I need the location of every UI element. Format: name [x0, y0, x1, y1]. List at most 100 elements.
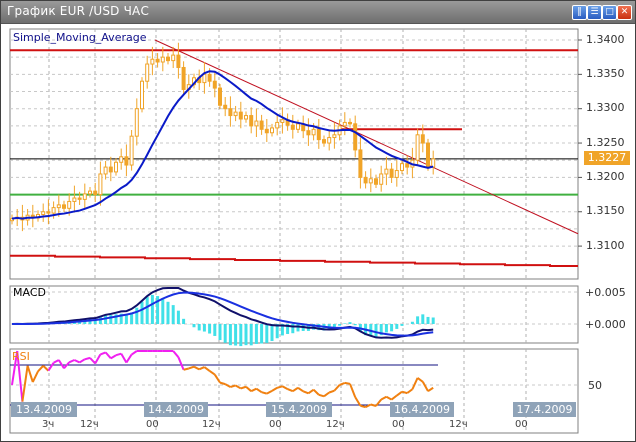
- rsi-segment: [125, 353, 133, 364]
- trendline: [154, 39, 579, 235]
- rsi-segment: [375, 398, 382, 407]
- price-tick: 1.3350: [586, 67, 625, 80]
- date-label: 14.4.2009: [144, 402, 208, 417]
- candle-body: [389, 168, 394, 178]
- candle-body: [51, 207, 56, 214]
- candle-body: [384, 168, 389, 175]
- candle-body: [254, 120, 259, 127]
- hour-label: 3ч: [42, 419, 55, 430]
- candle-body: [363, 176, 368, 184]
- candle-body: [114, 161, 118, 173]
- price-tick: 1.3300: [586, 101, 625, 114]
- date-label: 16.4.2009: [390, 402, 454, 417]
- sma-line: [11, 70, 434, 220]
- candle-body: [379, 173, 384, 185]
- candle-body: [280, 119, 285, 123]
- rsi-segment: [172, 350, 180, 358]
- price-tick: 1.3100: [586, 239, 625, 252]
- candle-body: [405, 163, 410, 168]
- minimize-icon[interactable]: ☰: [587, 5, 602, 20]
- rsi-segment: [57, 359, 65, 369]
- candle-body: [56, 204, 61, 209]
- rsi-segment: [94, 353, 102, 364]
- rsi-segment: [120, 353, 128, 364]
- candle-body: [207, 73, 212, 82]
- macd-signal-line: [11, 291, 434, 337]
- candle-body: [426, 142, 430, 168]
- price-tick: 1.3400: [586, 33, 625, 46]
- candle-body: [296, 123, 300, 130]
- rsi-segment: [224, 383, 231, 388]
- close-icon[interactable]: ✕: [617, 5, 632, 20]
- rsi-segment: [11, 350, 19, 386]
- rsi-segment: [209, 370, 216, 376]
- macd-line: [11, 287, 434, 339]
- macd-label: MACD: [13, 286, 46, 299]
- candle-body: [420, 134, 425, 144]
- rsi-segment: [354, 396, 362, 407]
- rsi-segment: [266, 389, 273, 395]
- rsi-segment: [261, 391, 268, 395]
- rsi-segment: [427, 386, 434, 392]
- rsi-segment: [89, 357, 96, 365]
- candle-body: [358, 149, 363, 178]
- rsi-segment: [245, 385, 252, 392]
- candle-body: [212, 80, 217, 89]
- candle-body: [129, 135, 134, 166]
- candle-body: [275, 121, 280, 129]
- rsi-label: RSI: [12, 350, 30, 363]
- candle-body: [88, 190, 92, 195]
- rsi-segment: [417, 377, 424, 383]
- candle-body: [238, 111, 243, 120]
- candle-body: [155, 58, 160, 63]
- macd-tick: +0.005: [585, 286, 626, 299]
- candle-body: [119, 156, 124, 163]
- rsi-segment: [230, 384, 236, 388]
- candle-body: [166, 56, 170, 62]
- candle-body: [103, 166, 108, 175]
- price-tick: 1.3150: [586, 204, 625, 217]
- candle-body: [348, 121, 352, 125]
- hour-label: 12ч: [80, 419, 99, 430]
- candle-body: [394, 170, 399, 178]
- rsi-segment: [370, 403, 377, 407]
- rsi-segment: [323, 391, 330, 398]
- candle-body: [228, 108, 233, 117]
- rsi-segment: [188, 365, 195, 370]
- main-panel: [9, 28, 579, 280]
- date-label: 13.4.2009: [11, 402, 77, 417]
- candle-body: [46, 211, 51, 214]
- title-bar[interactable]: График EUR /USD ЧАС ‖ ☰ □ ✕: [1, 1, 635, 24]
- rsi-segment: [47, 362, 55, 372]
- candle-body: [124, 156, 129, 166]
- lower-channel-line: [10, 254, 578, 268]
- candle-body: [171, 54, 176, 62]
- rsi-segment: [281, 385, 289, 390]
- rsi-segment: [297, 386, 304, 393]
- rsi-segment: [53, 359, 60, 364]
- rsi-segment: [255, 387, 263, 394]
- tile-icon[interactable]: ‖: [572, 5, 587, 20]
- maximize-icon[interactable]: □: [602, 5, 617, 20]
- rsi-segment: [37, 365, 44, 373]
- rsi-segment: [203, 366, 211, 372]
- window-title: График EUR /USD ЧАС: [7, 4, 150, 18]
- hour-label: 00: [392, 419, 405, 430]
- candle-body: [368, 178, 373, 184]
- rsi-segment: [385, 395, 393, 401]
- hour-label: 00: [269, 419, 282, 430]
- candle-body: [270, 127, 274, 134]
- candle-body: [82, 193, 87, 200]
- rsi-segment: [213, 374, 221, 384]
- rsi-segment: [183, 367, 190, 371]
- candle-body: [306, 130, 311, 136]
- candle-body: [108, 166, 113, 173]
- price-tick: 1.3250: [586, 136, 625, 149]
- candle-body: [374, 178, 378, 185]
- candle-body: [233, 111, 238, 117]
- rsi-segment: [198, 366, 205, 371]
- candle-body: [244, 115, 248, 120]
- rsi-segment: [318, 393, 325, 398]
- rsi-segment: [21, 365, 29, 402]
